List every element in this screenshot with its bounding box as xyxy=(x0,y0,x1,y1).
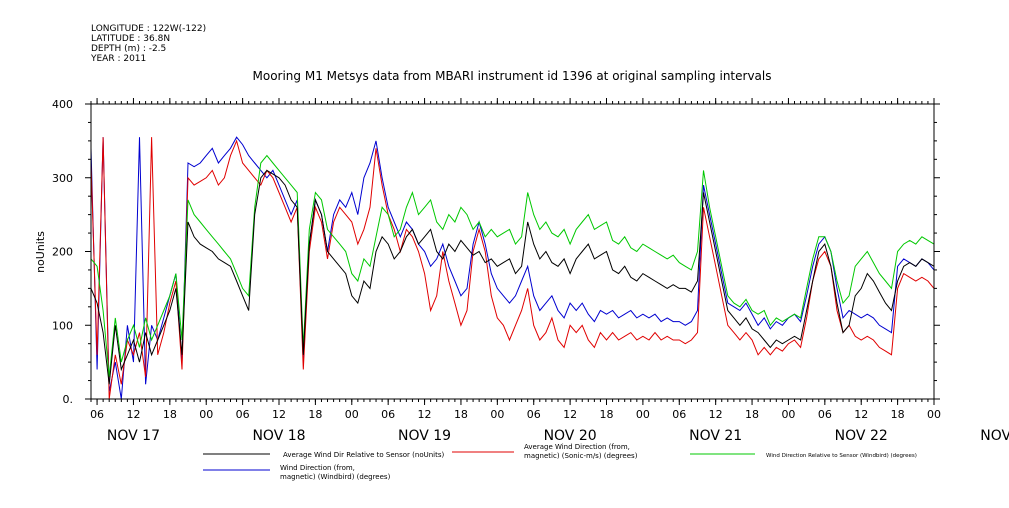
series-line-3 xyxy=(90,136,935,400)
x-hour-label: 18 xyxy=(891,408,905,421)
axes: 0. 100 200 300 400 06 12 18 00 06 12 18 00 06 12 18 00 06… xyxy=(52,98,1009,444)
x-hour-label: 18 xyxy=(745,408,759,421)
legend-label-part: Wind Direction (from, xyxy=(280,464,355,472)
x-hour-label: 00 xyxy=(199,408,213,421)
y-tick-label: 100 xyxy=(52,319,73,332)
x-hour-label: 00 xyxy=(490,408,504,421)
x-hour-label: 12 xyxy=(709,408,723,421)
x-hour-label: 00 xyxy=(636,408,650,421)
y-axis-label: noUnits xyxy=(34,231,47,273)
plot-area xyxy=(90,136,935,400)
legend-label-2: Wind Direction Relative to Sensor (Windb… xyxy=(766,453,917,459)
series-line-0 xyxy=(90,169,935,385)
series-line-1 xyxy=(90,137,935,400)
legend: Average Wind Dir Relative to Sensor (noU… xyxy=(203,443,917,481)
x-hour-label: 12 xyxy=(563,408,577,421)
x-date-label: NOV 22 xyxy=(835,428,888,444)
x-hour-label: 06 xyxy=(236,408,250,421)
x-date-label: NOV 19 xyxy=(398,428,451,444)
series-line-2 xyxy=(90,154,935,377)
x-date-label: NOV 20 xyxy=(544,428,597,444)
y-tick-label: 400 xyxy=(52,98,73,111)
x-hour-label: 06 xyxy=(818,408,832,421)
legend-label-1: Average Wind Direction (from, magnetic) (… xyxy=(524,443,638,460)
legend-label-part: Average Wind Direction (from, xyxy=(524,443,630,451)
legend-label-part: magnetic) (Windbird) (degrees) xyxy=(280,473,391,481)
legend-label-0: Average Wind Dir Relative to Sensor (noU… xyxy=(283,451,444,459)
x-hour-label: 06 xyxy=(527,408,541,421)
chart-title: Mooring M1 Metsys data from MBARI instru… xyxy=(253,69,772,83)
x-hour-label: 18 xyxy=(454,408,468,421)
y-tick-label: 300 xyxy=(52,172,73,185)
y-tick-label: 0. xyxy=(63,393,74,406)
x-hour-label: 18 xyxy=(600,408,614,421)
x-hour-label: 12 xyxy=(854,408,868,421)
x-date-label: NOV 18 xyxy=(252,428,305,444)
x-hour-label: 06 xyxy=(672,408,686,421)
legend-label-3: Wind Direction (from, magnetic) (Windbird… xyxy=(280,464,391,481)
x-hour-label: 00 xyxy=(781,408,795,421)
x-hour-label: 18 xyxy=(163,408,177,421)
x-hour-label: 06 xyxy=(90,408,104,421)
x-date-label: NOV 23 xyxy=(980,428,1009,444)
x-date-label: NOV 21 xyxy=(689,428,742,444)
meta-latitude: LATITUDE : 36.8N xyxy=(91,34,170,44)
x-hour-label: 12 xyxy=(418,408,432,421)
x-hour-label: 12 xyxy=(272,408,286,421)
x-date-label: NOV 17 xyxy=(107,428,160,444)
x-hour-label: 06 xyxy=(381,408,395,421)
x-hour-label: 12 xyxy=(126,408,140,421)
x-hour-label: 18 xyxy=(308,408,322,421)
meta-year: YEAR : 2011 xyxy=(90,54,146,64)
meta-longitude: LONGITUDE : 122W(-122) xyxy=(91,24,206,34)
x-hour-label: 00 xyxy=(927,408,941,421)
x-hour-label: 00 xyxy=(345,408,359,421)
legend-label-part: magnetic) (Sonic-m/s) (degrees) xyxy=(524,452,638,460)
meta-depth: DEPTH (m) : -2.5 xyxy=(91,44,166,54)
plot-frame xyxy=(90,103,935,400)
y-tick-label: 200 xyxy=(52,246,73,259)
